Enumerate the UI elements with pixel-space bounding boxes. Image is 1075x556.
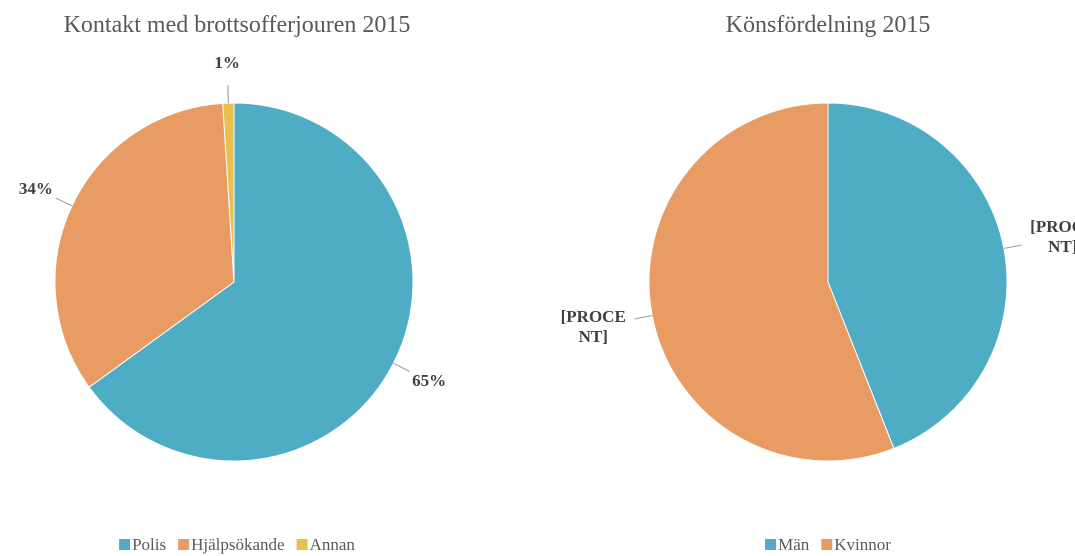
- pie-slice: [54, 102, 235, 388]
- chart-title: Kontakt med brottsofferjouren 2015: [64, 12, 411, 38]
- legend-label: Polis: [132, 535, 166, 554]
- leader-line: [227, 85, 229, 104]
- pie-slice: [827, 102, 1008, 450]
- legend: Polis Hjälpsökande Annan: [119, 535, 355, 554]
- legend-swatch: [821, 539, 833, 550]
- legend-label: Hjälpsökande: [191, 535, 284, 554]
- data-label: 65%: [412, 371, 447, 391]
- pie-slice: [648, 102, 895, 462]
- leader-line: [393, 362, 410, 372]
- legend-label: Män: [778, 535, 810, 554]
- leader-line: [1003, 244, 1022, 250]
- legend-label: Kvinnor: [834, 535, 891, 554]
- data-label: 34%: [18, 178, 53, 198]
- legend-swatch: [765, 539, 777, 550]
- chart-title: Könsfördelning 2015: [726, 12, 931, 38]
- legend-label: Annan: [310, 535, 356, 554]
- legend-swatch: [178, 539, 190, 550]
- pie-slice: [88, 102, 414, 462]
- data-label: 1%: [214, 53, 240, 73]
- legend-swatch: [296, 539, 308, 550]
- legend: Män Kvinnor: [765, 535, 891, 554]
- data-label: [PROCENT]: [560, 306, 626, 346]
- data-label: [PROCENT]: [1030, 217, 1075, 257]
- legend-swatch: [119, 539, 131, 550]
- leader-line: [55, 197, 73, 207]
- leader-line: [634, 314, 653, 320]
